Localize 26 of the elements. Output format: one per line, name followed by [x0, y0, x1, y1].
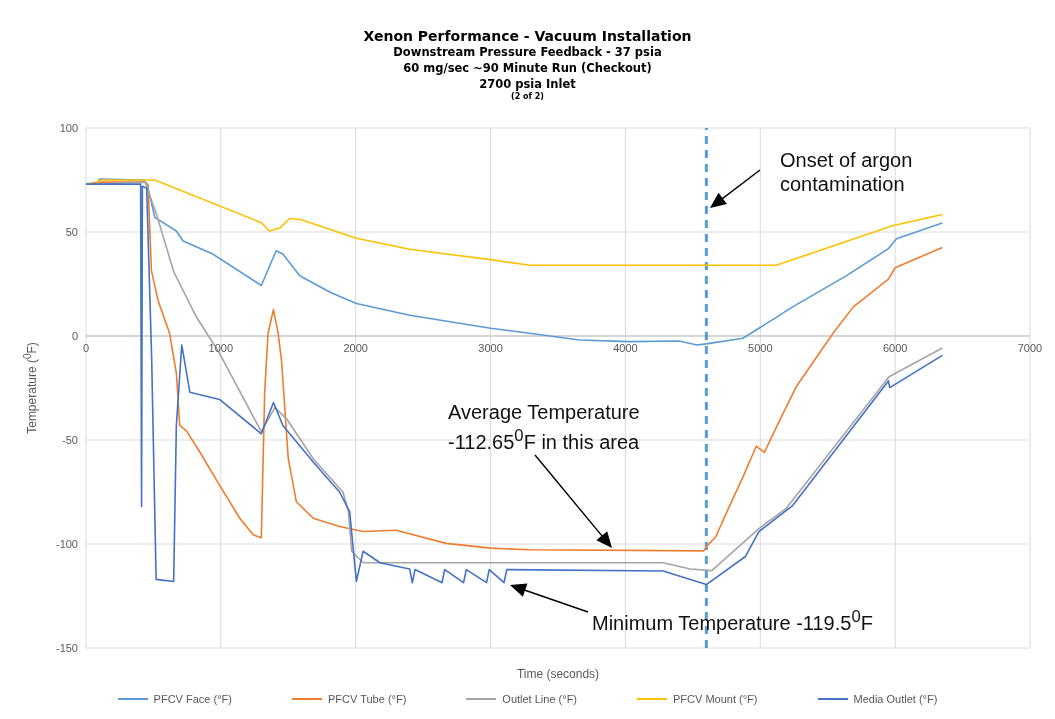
- x-tick-label: 2000: [343, 342, 368, 354]
- y-tick-label: 100: [59, 121, 78, 134]
- y-tick-label: 50: [65, 225, 78, 238]
- y-tick-label: 0: [71, 329, 78, 342]
- y-tick-label: -100: [55, 537, 78, 550]
- x-tick-label: 0: [82, 342, 90, 354]
- chart-title: Xenon Performance - Vacuum Installation: [362, 28, 693, 44]
- annotation: Onset of argon contamination: [780, 148, 914, 196]
- legend-label: PFCV Tube (°F): [327, 693, 407, 705]
- x-tick-label: 1000: [208, 342, 234, 354]
- y-tick-label: -50: [62, 433, 78, 446]
- legend-label: PFCV Face (°F): [153, 693, 232, 705]
- x-tick-label: 3000: [478, 342, 503, 354]
- x-tick-label: 5000: [748, 342, 773, 354]
- x-tick-label: 6000: [882, 342, 908, 354]
- annotation: Average Temperature -112.65$^{0}$F in this area: [448, 400, 641, 454]
- legend-label: PFCV Mount (°F): [673, 693, 758, 705]
- x-tick-label: 4000: [613, 342, 638, 354]
- chart-subtitle: Downstream Pressure Feedback - 37 psia 60 mg/sec ~90 Minute Run (Checkout) 2700 psia Inlet: [392, 44, 663, 92]
- x-axis-title: Time (seconds): [516, 667, 600, 681]
- x-tick-label: 7000: [1017, 342, 1043, 354]
- text: (2 of 2): [510, 92, 545, 101]
- legend-label: Media Outlet (°F): [853, 693, 938, 705]
- y-tick-label: -150: [55, 641, 78, 654]
- legend-label: Outlet Line (°F): [502, 693, 578, 705]
- annotation: Minimum Temperature -119.5$^{0}$F: [592, 606, 874, 635]
